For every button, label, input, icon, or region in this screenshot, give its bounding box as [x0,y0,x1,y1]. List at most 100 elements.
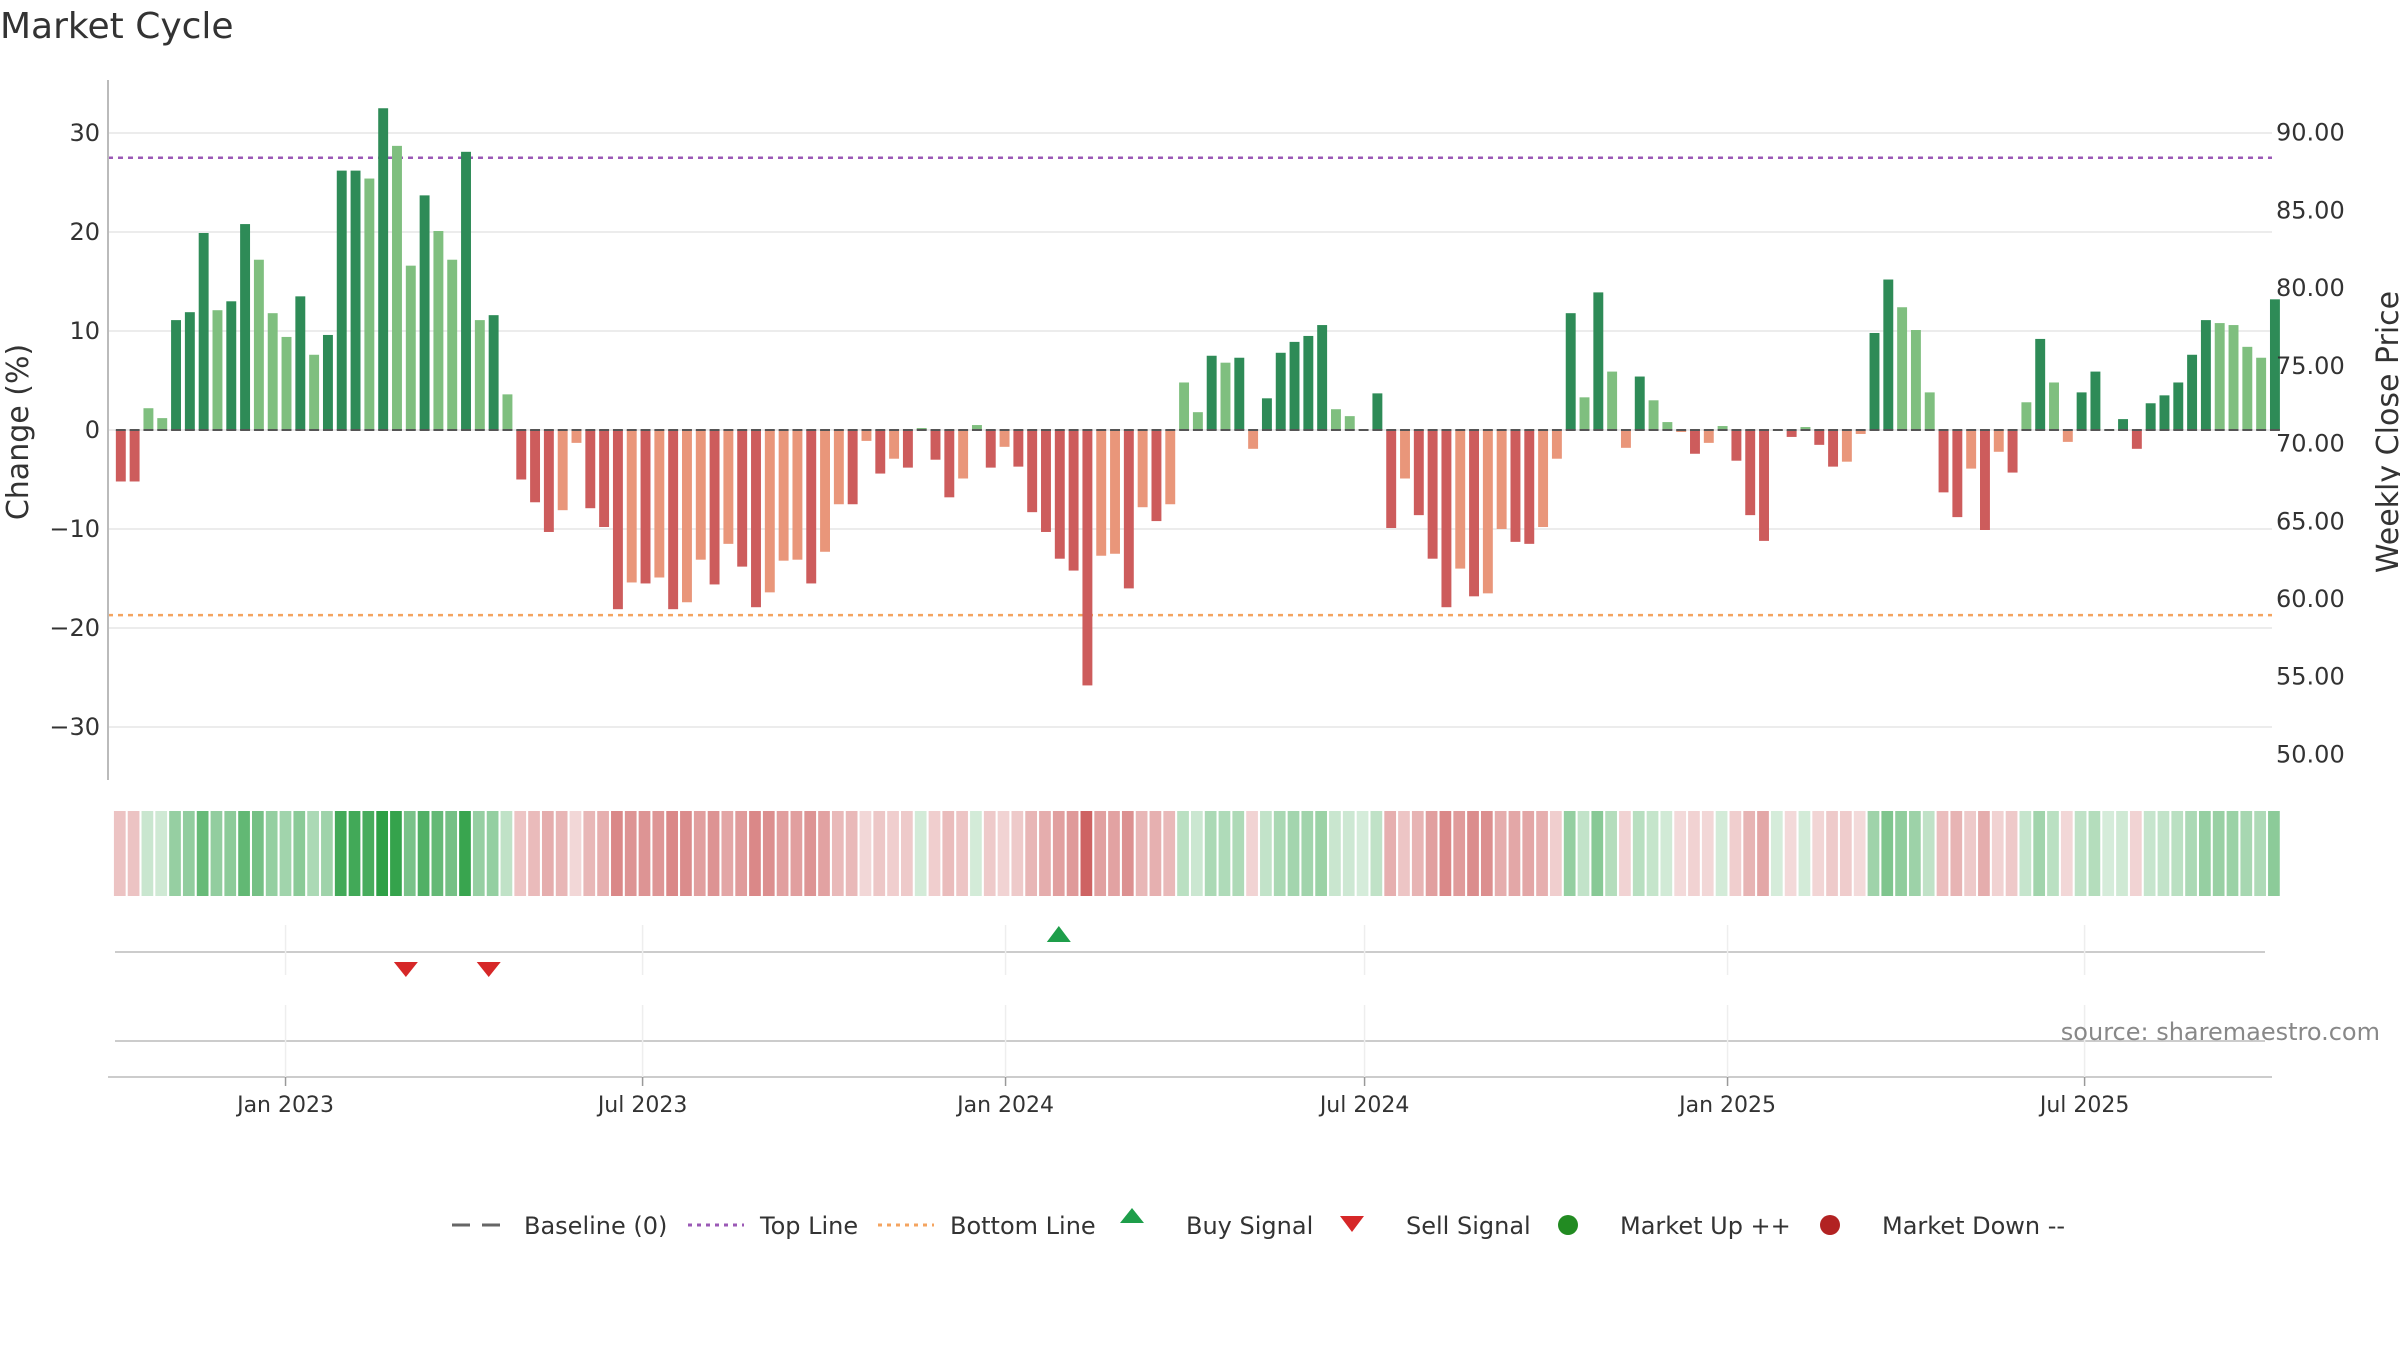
x-tick-label: Jul 2024 [1318,1093,1410,1118]
bar [1855,430,1866,434]
heat-cell [1246,811,1258,896]
bar [1620,430,1631,448]
bar [2159,395,2170,430]
bar [1331,409,1341,430]
market-panel [108,1005,2272,1078]
bar [433,231,444,430]
bar [2228,325,2239,430]
bar [1883,279,1894,430]
bar [1151,430,1162,522]
heat-cell [1287,811,1300,896]
heat-cell [873,811,886,896]
heat-cell [1550,811,1562,896]
bar [240,224,251,430]
heat-cell [1674,811,1687,896]
bar [2118,419,2129,430]
left-tick-label: −20 [49,614,100,642]
heat-cell [2157,811,2170,896]
heat-cell [445,811,458,896]
heat-cell [1370,811,1383,896]
heat-cell [1121,811,1134,896]
heat-cell [1039,811,1051,896]
legend-label: Buy Signal [1186,1212,1313,1240]
bar [1469,430,1480,597]
heat-cell [1218,811,1231,896]
heat-cell [348,811,361,896]
heat-cell [1536,811,1548,896]
heat-cell [845,811,858,896]
heat-cell [238,811,250,896]
bar [875,430,886,474]
bar [695,430,706,560]
heat-cell [1577,811,1590,896]
bar [2131,430,2142,449]
bar [1841,430,1852,462]
buy-signal-marker [1046,926,1071,942]
bar [599,430,610,528]
bar [295,296,306,430]
heat-cell [155,811,168,896]
bar [778,430,789,561]
bar [1897,307,1908,430]
heat-cell [528,811,540,896]
bar [971,425,982,430]
heat-cell [2143,811,2156,896]
heat-cell [417,811,430,896]
heat-cell [1108,811,1120,896]
heat-cell [1660,811,1673,896]
heat-cell [1011,811,1024,896]
heat-cell [997,811,1010,896]
bar [1717,426,1728,430]
source-text: source: sharemaestro.com [2061,1018,2380,1046]
bar [198,232,209,430]
bar [902,430,913,468]
heat-cell [141,811,154,896]
heat-cell [376,811,388,896]
bar [2242,346,2253,430]
bar [2187,354,2198,430]
heat-cell [2268,811,2280,896]
heat-cell [1190,811,1203,896]
bar [1261,398,1272,430]
heat-cell [859,811,872,896]
x-tick-label: Jul 2025 [2038,1093,2130,1118]
bar [1786,430,1797,437]
bar [212,310,223,430]
heat-cell [182,811,195,896]
bar [2200,320,2211,430]
bar [1192,412,1203,430]
bar [350,170,361,430]
left-axis-ticks: 30 20 10 0 −10 −20 −30 [49,119,100,741]
heat-cell [1839,811,1852,896]
bar [1386,430,1397,529]
heat-cell [1619,811,1631,896]
heat-cell [1895,811,1907,896]
heat-cell [1329,811,1341,896]
bar [847,430,858,505]
legend-label: Sell Signal [1406,1212,1531,1240]
bar [1096,430,1107,556]
heat-cell [956,811,968,896]
bar [682,430,692,603]
bar [1275,352,1286,430]
heat-cell [2240,811,2253,896]
heat-cell [2185,811,2197,896]
bar [2214,323,2225,430]
heat-cell [1439,811,1452,896]
heat-cell [1978,811,1990,896]
bar [281,336,292,430]
heat-cell [390,811,402,896]
heat-cell [321,811,333,896]
heat-cell [914,811,927,896]
heat-cell [2088,811,2101,896]
heat-cell [901,811,913,896]
bar [1524,430,1535,544]
heat-cell [666,811,678,896]
bar [1110,430,1120,554]
bar [1952,430,1963,518]
heat-cell [1853,811,1866,896]
heat-cell [1964,811,1976,896]
right-tick-label: 80.00 [2276,274,2345,302]
heat-cell [1494,811,1507,896]
left-tick-label: 20 [69,218,100,246]
